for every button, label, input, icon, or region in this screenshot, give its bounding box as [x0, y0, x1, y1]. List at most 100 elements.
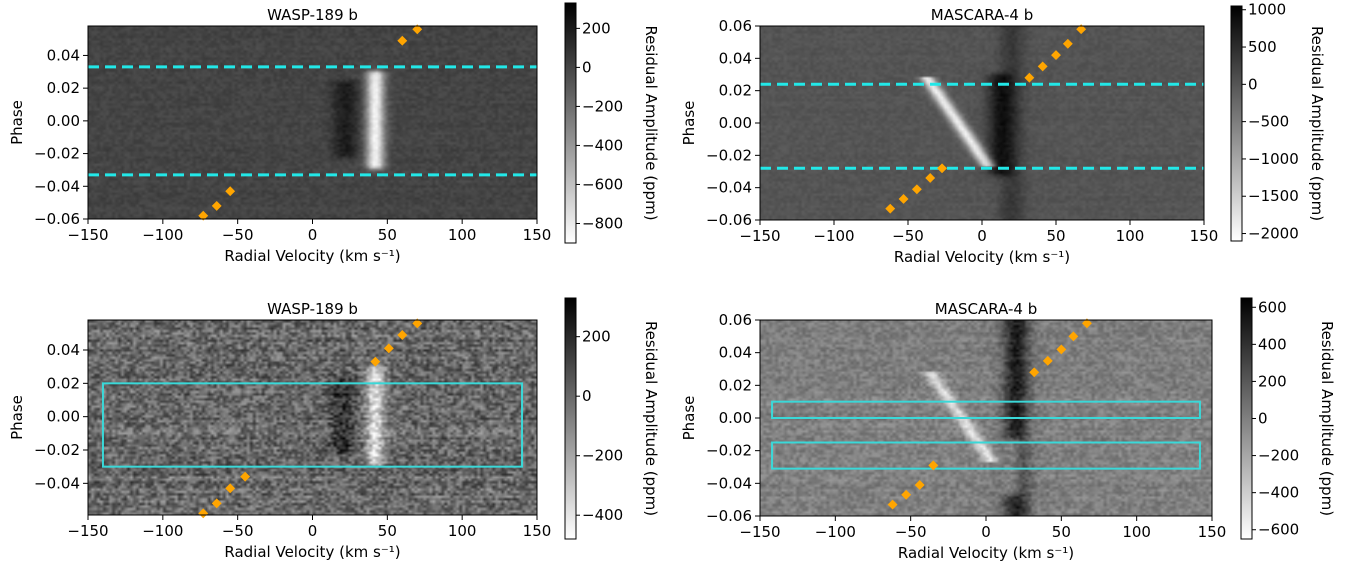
colorbar-gradient	[1240, 297, 1253, 540]
x-tick-label: 100	[448, 522, 477, 540]
heatmap-image	[88, 320, 537, 515]
colorbar-tick-label: 0	[1248, 75, 1258, 93]
planet-track-marker	[240, 471, 251, 482]
colorbar-tick-label: −600	[1258, 521, 1299, 539]
y-tick-label: 0.04	[719, 49, 752, 67]
chart-panel-3: −150 −100 −50 0 50 100 150 −0.04 −0.02 0.00 0.02 0.…	[8, 297, 660, 561]
planet-track-marker	[1051, 50, 1061, 61]
colorbar-tick-label: −200	[582, 97, 623, 115]
colorbar-label: Residual Amplitude (ppm)	[1308, 26, 1326, 221]
chart-title: WASP-189 b	[267, 300, 358, 318]
colorbar-tick-label: 200	[1258, 372, 1287, 390]
colorbar-tick-label: −1500	[1248, 187, 1299, 205]
y-tick-label: 0.02	[47, 79, 80, 97]
colorbar: 1000 500 0 −500 −1000 −1500 −2000 Residual Ampl…	[1230, 1, 1326, 243]
colorbar-label: Residual Amplitude (ppm)	[642, 321, 660, 516]
x-tick-label: −150	[739, 523, 780, 541]
colorbar-tick-label: 500	[1248, 38, 1277, 56]
integration-box-1	[101, 382, 524, 468]
x-axis-label: Radial Velocity (km s⁻¹)	[224, 543, 400, 561]
planet-track-marker	[887, 499, 898, 510]
x-tick-label: 0	[981, 523, 991, 541]
colorbar-tick-label: 1000	[1248, 1, 1286, 19]
planet-track-marker	[885, 203, 896, 214]
x-tick-label: 50	[1046, 227, 1065, 245]
planet-track-marker	[928, 460, 939, 471]
y-tick-label: −0.02	[706, 442, 752, 460]
x-tick-label: −150	[67, 522, 108, 540]
y-tick-label: 0.00	[47, 112, 80, 130]
colorbar-gradient	[564, 297, 577, 540]
chart-title: MASCARA-4 b	[931, 6, 1033, 24]
planet-track-marker	[1062, 38, 1073, 49]
y-tick-label: −0.04	[706, 474, 752, 492]
x-axis-label: Radial Velocity (km s⁻¹)	[894, 248, 1070, 266]
y-tick-label: −0.06	[706, 211, 752, 229]
y-tick-label: −0.02	[34, 441, 80, 459]
colorbar-label: Residual Amplitude (ppm)	[1318, 321, 1336, 516]
x-tick-label: 150	[1198, 523, 1227, 541]
y-tick-label: −0.02	[34, 145, 80, 163]
planet-track-marker	[1042, 355, 1053, 366]
colorbar-label: Residual Amplitude (ppm)	[642, 25, 660, 220]
colorbar-tick-label: 0	[582, 58, 592, 76]
chart-panel-2: −150 −100 −50 0 50 100 150−0.06−0.04−0.020.000…	[680, 1, 1326, 266]
x-tick-label: 150	[1190, 227, 1219, 245]
x-tick-label: 50	[1052, 523, 1071, 541]
x-tick-label: 0	[308, 226, 318, 244]
colorbar-tick-label: −600	[582, 175, 623, 193]
planet-track-marker	[911, 184, 922, 195]
y-tick-label: 0.02	[719, 376, 752, 394]
planet-track-marker	[1068, 331, 1079, 342]
chart-panel-4: −150 −100 −50 0 50 100 150 −0.06 −0.04 −0.02 0.00 0…	[680, 297, 1336, 562]
colorbar: 200 0 −200 −400 Residual Amplitude (ppm)	[564, 297, 660, 540]
x-axis-label: Radial Velocity (km s⁻¹)	[224, 247, 400, 265]
colorbar-tick-label: 200	[582, 328, 611, 346]
y-tick-label: 0.04	[719, 344, 752, 362]
y-tick-label: −0.06	[706, 507, 752, 525]
x-tick-label: −150	[67, 226, 108, 244]
y-tick-label: 0.02	[719, 82, 752, 100]
x-tick-label: −50	[892, 227, 924, 245]
planet-track-marker	[198, 210, 209, 221]
planet-track-marker	[211, 498, 222, 509]
y-axis-label: Phase	[8, 395, 26, 440]
y-tick-label: 0.06	[719, 17, 752, 35]
colorbar-tick-label: 400	[1258, 335, 1287, 353]
planet-track-marker	[370, 356, 381, 367]
planet-track-marker	[211, 200, 222, 211]
colorbar-tick-label: 600	[1258, 298, 1287, 316]
x-tick-label: −150	[739, 227, 780, 245]
heatmap-image	[88, 26, 537, 219]
x-tick-label: 100	[448, 226, 477, 244]
planet-track-marker	[898, 194, 909, 204]
x-tick-label: −50	[222, 226, 254, 244]
y-tick-label: 0.06	[719, 311, 752, 329]
planet-track-marker	[914, 480, 925, 490]
y-tick-label: 0.00	[719, 114, 752, 132]
colorbar-tick-label: −400	[582, 506, 623, 524]
y-tick-label: 0.04	[47, 46, 80, 64]
planet-track-marker	[901, 489, 912, 500]
colorbar-tick-label: −400	[582, 136, 623, 154]
integration-box-1	[771, 400, 1201, 419]
integration-box-2	[771, 441, 1201, 470]
planet-track-marker	[397, 330, 408, 340]
colorbar-tick-label: −2000	[1248, 225, 1299, 243]
planet-track-marker	[1056, 344, 1067, 355]
y-tick-label: −0.02	[706, 146, 752, 164]
colorbar: 600 400 200 0 −200 −400 −600 Residual Amplitude…	[1240, 297, 1336, 540]
colorbar: 200 0 −200 −400 −600 −800 Residual Amplitude (…	[564, 2, 660, 244]
x-tick-label: −100	[142, 522, 183, 540]
planet-track-marker	[412, 318, 423, 329]
y-tick-label: 0.00	[47, 408, 80, 426]
y-axis-label: Phase	[680, 396, 698, 441]
x-tick-label: 0	[308, 522, 318, 540]
colorbar-tick-label: −500	[1248, 113, 1289, 131]
colorbar-tick-label: 0	[582, 387, 592, 405]
planet-track-marker	[1024, 72, 1035, 83]
chart-title: WASP-189 b	[267, 6, 358, 24]
chart-title: MASCARA-4 b	[935, 300, 1037, 318]
colorbar-gradient	[564, 2, 577, 244]
